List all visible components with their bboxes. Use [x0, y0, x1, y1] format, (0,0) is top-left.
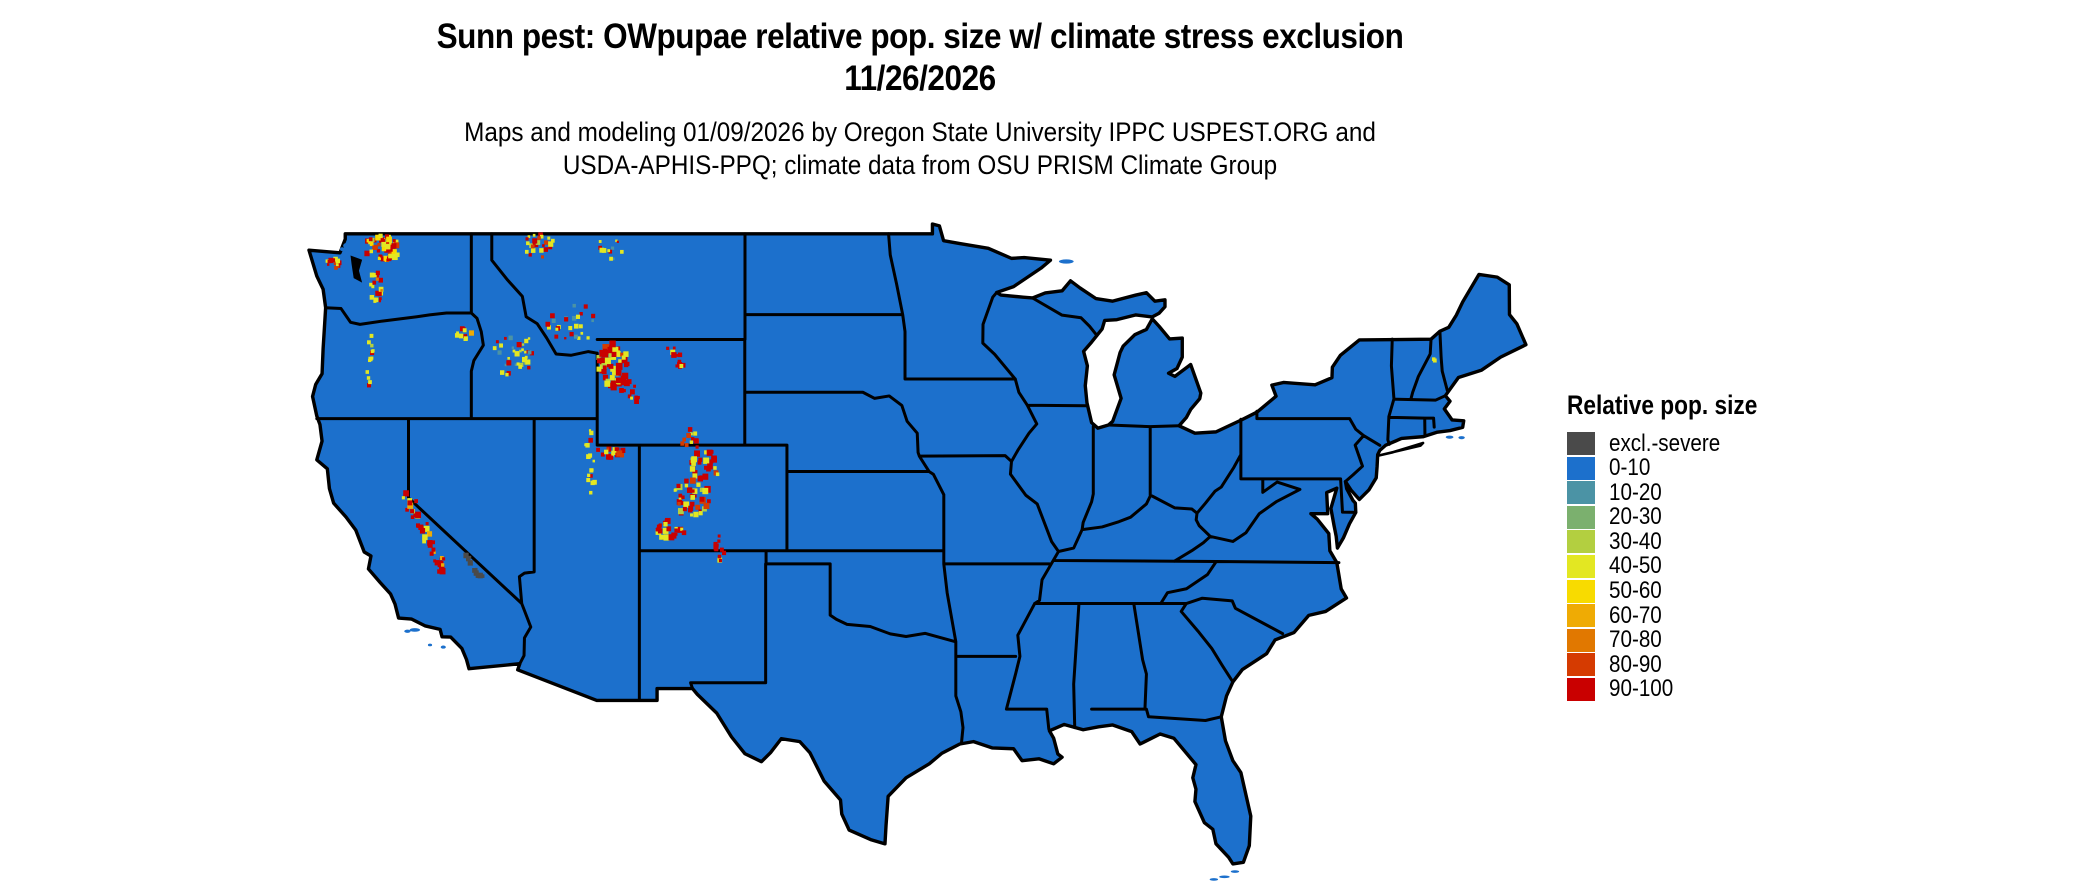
- legend-swatch: [1567, 677, 1595, 701]
- legend-label: 60-70: [1609, 601, 1662, 629]
- legend: Relative pop. size excl.-severe 0-10 10-20…: [1567, 390, 1794, 703]
- map-subtitle: Maps and modeling 01/09/2026 by Oregon S…: [92, 116, 1748, 182]
- legend-item: 0-10: [1567, 454, 1794, 482]
- legend-item: 80-90: [1567, 650, 1794, 678]
- legend-items: excl.-severe 0-10 10-20 20-30 30-40 40-50 50-6…: [1567, 429, 1794, 703]
- us-map: [282, 181, 1547, 892]
- legend-label: excl.-severe: [1609, 429, 1721, 457]
- subtitle-line-1: Maps and modeling 01/09/2026 by Oregon S…: [464, 117, 1376, 147]
- legend-item: 70-80: [1567, 626, 1794, 654]
- legend-swatch: [1567, 604, 1595, 628]
- legend-item: 50-60: [1567, 577, 1794, 605]
- puget-sound: [350, 255, 363, 283]
- legend-item: 40-50: [1567, 552, 1794, 580]
- legend-swatch: [1567, 628, 1595, 652]
- subtitle-line-2: USDA-APHIS-PPQ; climate data from OSU PR…: [562, 150, 1278, 180]
- legend-swatch: [1567, 505, 1595, 529]
- coastal-islands: [339, 243, 1465, 881]
- legend-swatch: [1567, 554, 1595, 578]
- legend-label: 90-100: [1609, 675, 1674, 703]
- legend-label: 0-10: [1609, 454, 1651, 482]
- legend-item: 90-100: [1567, 675, 1794, 703]
- state-borders: [317, 234, 1447, 743]
- legend-item: 60-70: [1567, 601, 1794, 629]
- legend-swatch: [1567, 456, 1595, 480]
- legend-title: Relative pop. size: [1567, 390, 1758, 420]
- map-header: Sunn pest: OWpupae relative pop. size w/…: [92, 16, 1748, 182]
- legend-item: 20-30: [1567, 503, 1794, 531]
- legend-label: 70-80: [1609, 626, 1662, 654]
- legend-label: 30-40: [1609, 527, 1662, 555]
- hotspot-raster-dots: [325, 232, 1437, 579]
- legend-item: excl.-severe: [1567, 429, 1794, 457]
- map-date: 11/26/2026: [844, 59, 996, 98]
- legend-item: 10-20: [1567, 478, 1794, 506]
- legend-swatch: [1567, 653, 1595, 677]
- legend-label: 40-50: [1609, 552, 1662, 580]
- legend-swatch: [1567, 432, 1595, 455]
- legend-swatch: [1567, 530, 1595, 554]
- legend-item: 30-40: [1567, 527, 1794, 555]
- legend-label: 10-20: [1609, 478, 1662, 506]
- legend-label: 50-60: [1609, 577, 1662, 605]
- legend-swatch: [1567, 481, 1595, 505]
- legend-label: 20-30: [1609, 503, 1662, 531]
- legend-swatch: [1567, 579, 1595, 603]
- long-island: [1378, 443, 1423, 456]
- map-title: Sunn pest: OWpupae relative pop. size w/…: [436, 17, 1404, 56]
- conus-landmass: [309, 224, 1526, 864]
- legend-label: 80-90: [1609, 650, 1662, 678]
